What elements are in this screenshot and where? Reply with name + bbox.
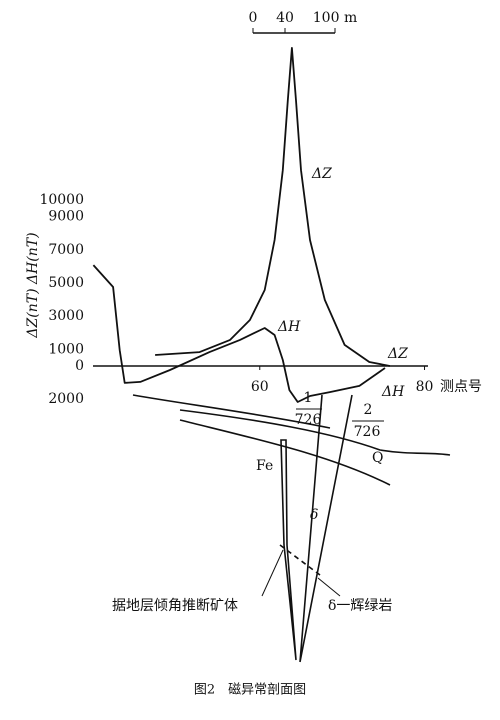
label-q: Q [372,450,383,466]
y-tick-label: 5000 [48,275,84,291]
label-fe: Fe [256,458,273,474]
hole-label: 726 [354,424,381,440]
leader [317,577,341,597]
x-tick-label: 60 [251,379,269,395]
series-label: ΔZ [311,166,332,182]
leader [261,549,284,597]
y-tick-label: 10000 [39,192,84,208]
ore-body [280,439,297,661]
series-label: ΔZ [387,346,408,362]
scale-label: 0 [249,10,258,26]
y-tick-label: 9000 [48,209,84,225]
scale-label: 100 m [313,10,357,26]
series-line [92,264,386,403]
label-delta: δ [310,507,318,523]
boundary [179,419,391,486]
y-tick-label: 3000 [48,308,84,324]
series-label: ΔH [277,319,301,335]
y-tick-label: 1000 [48,341,84,357]
y-axis-label: ΔZ(nT) ΔH(nT) [25,232,41,338]
rock-note: δ一辉绿岩 [328,598,392,614]
x-tick-label: 80 [416,379,434,395]
boundary [132,394,331,429]
caption: 图2 磁异常剖面图 [194,683,306,698]
hole-label: 2 [364,402,373,418]
hole-label: 1 [304,390,313,406]
y-tick-label: 2000 [48,391,84,407]
boundary [179,409,451,456]
y-tick-label: 7000 [48,242,84,258]
x-axis-label: 测点号 [440,379,482,395]
ore-note: 据地层倾角推断矿体 [112,598,238,614]
hole-label: 726 [295,412,322,428]
series-line [155,47,391,367]
dike [299,394,353,663]
scale-label: 40 [276,10,294,26]
y-tick-label: 0 [75,358,84,374]
series-label: ΔH [381,384,405,400]
